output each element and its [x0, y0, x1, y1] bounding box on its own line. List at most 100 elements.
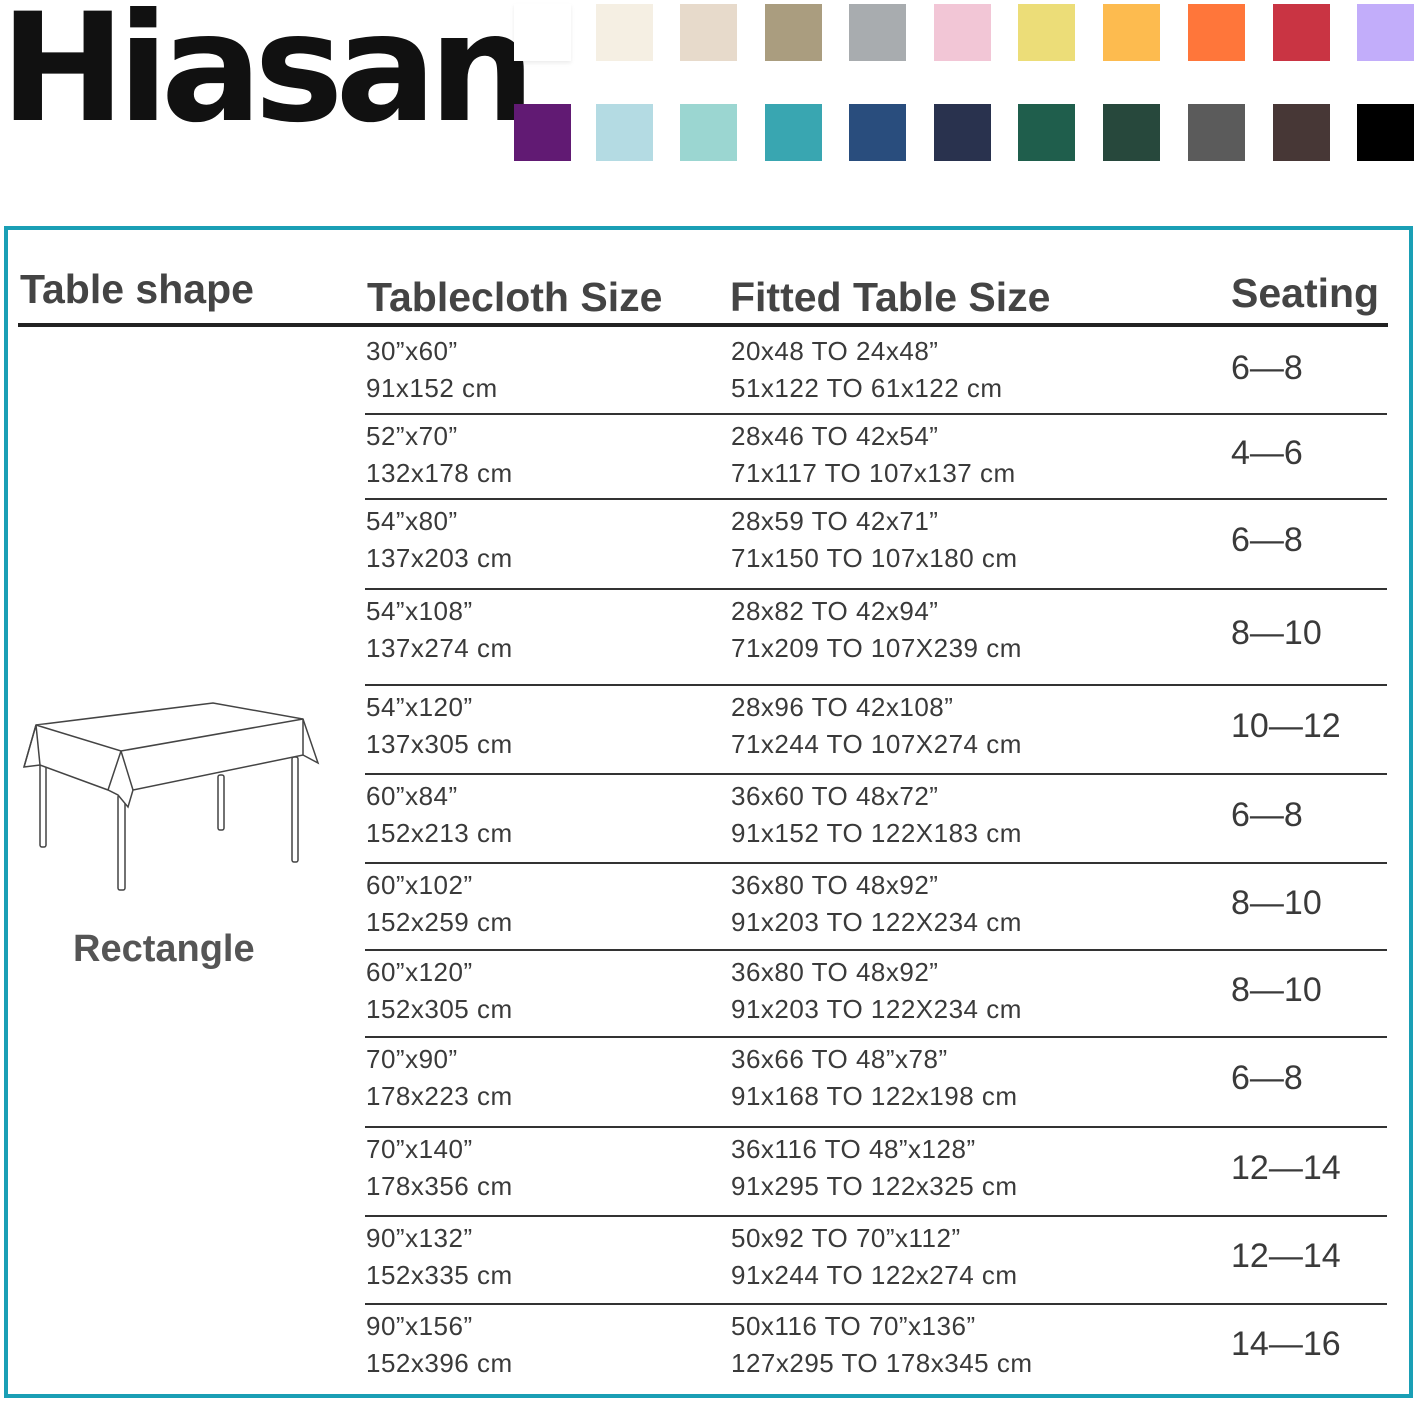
seating-value: 8—10 [1231, 614, 1322, 652]
fitted-size-cm: 51x122 TO 61x122 cm [731, 373, 1003, 403]
tablecloth-size-cm: 178x356 cm [366, 1171, 513, 1201]
color-swatch[interactable] [596, 104, 653, 161]
fitted-size-cm: 91x168 TO 122x198 cm [731, 1081, 1018, 1111]
tablecloth-size-inches: 60”x120” [366, 957, 473, 987]
size-table-frame [4, 226, 1413, 1398]
tablecloth-size-inches: 90”x132” [366, 1223, 473, 1253]
color-swatch[interactable] [1018, 4, 1075, 61]
color-swatch[interactable] [765, 4, 822, 61]
tablecloth-size-cm: 152x305 cm [366, 994, 513, 1024]
tablecloth-size-cm: 91x152 cm [366, 373, 498, 403]
brand-logo: Hiasan [0, 0, 535, 156]
tablecloth-size-cm: 137x274 cm [366, 633, 513, 663]
fitted-size-cm: 91x203 TO 122X234 cm [731, 994, 1022, 1024]
fitted-size-cm: 127x295 TO 178x345 cm [731, 1348, 1033, 1378]
color-swatch[interactable] [680, 104, 737, 161]
header-seating: Seating [1231, 270, 1380, 316]
fitted-size-cm: 91x295 TO 122x325 cm [731, 1171, 1018, 1201]
tablecloth-size-inches: 70”x90” [366, 1044, 458, 1074]
tablecloth-size-inches: 60”x84” [366, 781, 458, 811]
table-row: 30”x60” 91x152 cm 20x48 TO 24x48” 51x122 TO… [365, 330, 1387, 415]
header-divider [18, 323, 1388, 327]
color-swatch[interactable] [1103, 104, 1160, 161]
tablecloth-size-cm: 152x259 cm [366, 907, 513, 937]
color-swatch[interactable] [934, 4, 991, 61]
tablecloth-size-inches: 54”x80” [366, 506, 458, 536]
fitted-size-inches: 36x66 TO 48”x78” [731, 1044, 948, 1074]
table-row: 52”x70” 132x178 cm 28x46 TO 42x54” 71x117 T… [365, 415, 1387, 500]
seating-value: 6—8 [1231, 795, 1303, 834]
tablecloth-size-cm: 152x396 cm [366, 1348, 513, 1378]
fitted-size-cm: 71x117 TO 107x137 cm [731, 458, 1016, 488]
fitted-size-inches: 50x92 TO 70”x112” [731, 1223, 961, 1253]
fitted-size-inches: 28x96 TO 42x108” [731, 692, 954, 722]
fitted-size-inches: 50x116 TO 70”x136” [731, 1311, 976, 1341]
fitted-size-inches: 36x60 TO 48x72” [731, 781, 939, 811]
color-swatch[interactable] [1018, 104, 1075, 161]
tablecloth-size-inches: 70”x140” [366, 1134, 473, 1164]
fitted-size-inches: 28x46 TO 42x54” [731, 421, 939, 451]
seating-value: 8—10 [1231, 970, 1322, 1009]
fitted-size-cm: 91x244 TO 122x274 cm [731, 1260, 1018, 1290]
seating-value: 6—8 [1231, 1059, 1303, 1097]
fitted-size-inches: 36x80 TO 48x92” [731, 870, 939, 900]
seating-value: 8—10 [1231, 883, 1322, 922]
color-swatch[interactable] [1273, 104, 1330, 161]
table-row: 60”x84” 152x213 cm 36x60 TO 48x72” 91x152 T… [365, 775, 1387, 864]
shape-label: Rectangle [73, 928, 255, 970]
seating-value: 10—12 [1231, 706, 1341, 745]
table-row: 90”x156” 152x396 cm 50x116 TO 70”x136” 127x… [365, 1305, 1387, 1391]
color-swatch[interactable] [514, 104, 571, 161]
color-swatch[interactable] [1357, 104, 1414, 161]
color-swatch[interactable] [1357, 4, 1414, 61]
fitted-size-cm: 91x152 TO 122X183 cm [731, 818, 1022, 848]
table-row: 54”x108” 137x274 cm 28x82 TO 42x94” 71x209 … [365, 590, 1387, 686]
color-swatch[interactable] [934, 104, 991, 161]
tablecloth-size-cm: 152x335 cm [366, 1260, 513, 1290]
color-swatch[interactable] [849, 4, 906, 61]
color-swatch[interactable] [849, 104, 906, 161]
color-swatch[interactable] [680, 4, 737, 61]
fitted-size-cm: 91x203 TO 122X234 cm [731, 907, 1022, 937]
fitted-size-inches: 36x116 TO 48”x128” [731, 1134, 976, 1164]
tablecloth-size-cm: 132x178 cm [366, 458, 513, 488]
seating-value: 4—6 [1231, 433, 1303, 472]
color-swatch[interactable] [1273, 4, 1330, 61]
table-row: 60”x102” 152x259 cm 36x80 TO 48x92” 91x203 … [365, 864, 1387, 951]
seating-value: 12—14 [1231, 1148, 1341, 1187]
tablecloth-size-cm: 137x305 cm [366, 729, 513, 759]
tablecloth-size-cm: 152x213 cm [366, 818, 513, 848]
color-swatch[interactable] [1188, 4, 1245, 61]
header-fitted-size: Fitted Table Size [730, 274, 1051, 320]
table-row: 70”x90” 178x223 cm 36x66 TO 48”x78” 91x168 … [365, 1038, 1387, 1128]
color-swatch[interactable] [1103, 4, 1160, 61]
seating-value: 6—8 [1231, 348, 1303, 387]
tablecloth-size-inches: 52”x70” [366, 421, 458, 451]
table-row: 54”x80” 137x203 cm 28x59 TO 42x71” 71x150 T… [365, 500, 1387, 590]
tablecloth-size-inches: 30”x60” [366, 336, 458, 366]
seating-value: 12—14 [1231, 1237, 1341, 1275]
fitted-size-cm: 71x150 TO 107x180 cm [731, 543, 1018, 573]
seating-value: 14—16 [1231, 1325, 1341, 1363]
header-tablecloth-size: Tablecloth Size [367, 274, 663, 320]
color-swatch[interactable] [765, 104, 822, 161]
color-swatch[interactable] [1188, 104, 1245, 161]
fitted-size-cm: 71x244 TO 107X274 cm [731, 729, 1022, 759]
header-table-shape: Table shape [20, 266, 254, 312]
table-row: 54”x120” 137x305 cm 28x96 TO 42x108” 71x244… [365, 686, 1387, 775]
tablecloth-size-cm: 137x203 cm [366, 543, 513, 573]
color-swatch[interactable] [514, 4, 571, 61]
tablecloth-size-cm: 178x223 cm [366, 1081, 513, 1111]
tablecloth-size-inches: 54”x108” [366, 596, 473, 626]
fitted-size-inches: 28x59 TO 42x71” [731, 506, 939, 536]
table-row: 60”x120” 152x305 cm 36x80 TO 48x92” 91x203 … [365, 951, 1387, 1038]
rectangle-table-icon [22, 702, 320, 891]
tablecloth-size-inches: 54”x120” [366, 692, 473, 722]
color-swatch[interactable] [596, 4, 653, 61]
tablecloth-size-inches: 60”x102” [366, 870, 473, 900]
seating-value: 6—8 [1231, 521, 1303, 559]
table-row: 90”x132” 152x335 cm 50x92 TO 70”x112” 91x24… [365, 1217, 1387, 1305]
fitted-size-inches: 20x48 TO 24x48” [731, 336, 939, 366]
table-row: 70”x140” 178x356 cm 36x116 TO 48”x128” 91x2… [365, 1128, 1387, 1217]
